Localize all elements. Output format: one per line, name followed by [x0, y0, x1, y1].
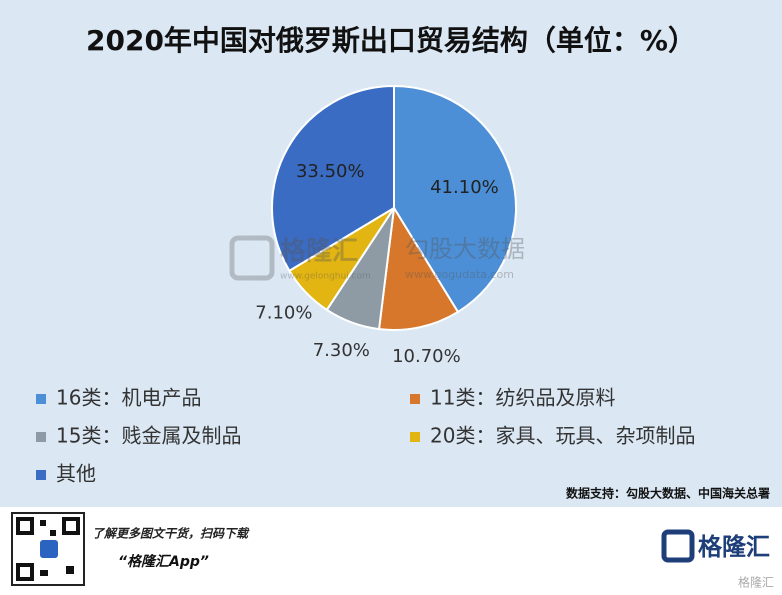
footer-background	[0, 507, 782, 595]
legend: 16类：机电产品 11类：纺织品及原料 15类：贱金属及制品 20类：家具、玩具、杂项…	[36, 386, 695, 486]
legend-swatch	[36, 394, 46, 404]
legend-swatch	[36, 432, 46, 442]
data-label: 41.10%	[430, 177, 499, 198]
pie-slice	[271, 84, 395, 273]
watermark-brand: 格隆汇	[280, 236, 358, 267]
qr-code	[11, 512, 85, 586]
source: 数据支持：勾股大数据、中国海关总署	[566, 486, 770, 501]
chart-title: 2020年中国对俄罗斯出口贸易结构（单位：%）	[86, 24, 696, 57]
footer-app: “格隆汇App”	[118, 553, 209, 570]
watermark-data-brand: 勾股大数据	[405, 235, 525, 263]
pie-slice	[377, 205, 460, 331]
legend-label: 其他	[56, 462, 96, 486]
data-label: 33.50%	[296, 161, 365, 182]
corner-watermark: 格隆汇	[738, 575, 774, 590]
data-label: 7.30%	[313, 340, 370, 361]
footer-logo-icon	[661, 529, 695, 563]
legend-label: 16类：机电产品	[56, 386, 201, 410]
legend-swatch	[410, 432, 420, 442]
pie-slice	[393, 84, 517, 314]
watermark-url: www.gelonghui.com	[280, 272, 371, 282]
watermark-logo	[229, 235, 275, 281]
legend-swatch	[410, 394, 420, 404]
data-label: 10.70%	[392, 346, 461, 367]
pie: 41.10% 10.70% 7.30%7.10% 33.50%	[255, 84, 517, 367]
legend-label: 11类：纺织品及原料	[430, 386, 615, 410]
watermark: 格隆汇 www.gelonghui.com 勾股大数据 www.gogudata…	[229, 235, 525, 282]
footer-logo: 格隆汇	[698, 533, 770, 561]
legend-label: 15类：贱金属及制品	[56, 424, 241, 448]
data-label: 7.10%	[255, 303, 312, 324]
legend-label: 20类：家具、玩具、杂项制品	[430, 424, 695, 448]
legend-swatch	[36, 470, 46, 480]
watermark-data-url: www.gogudata.com	[405, 268, 514, 281]
footer-prompt: 了解更多图文干货，扫码下载	[92, 527, 250, 541]
